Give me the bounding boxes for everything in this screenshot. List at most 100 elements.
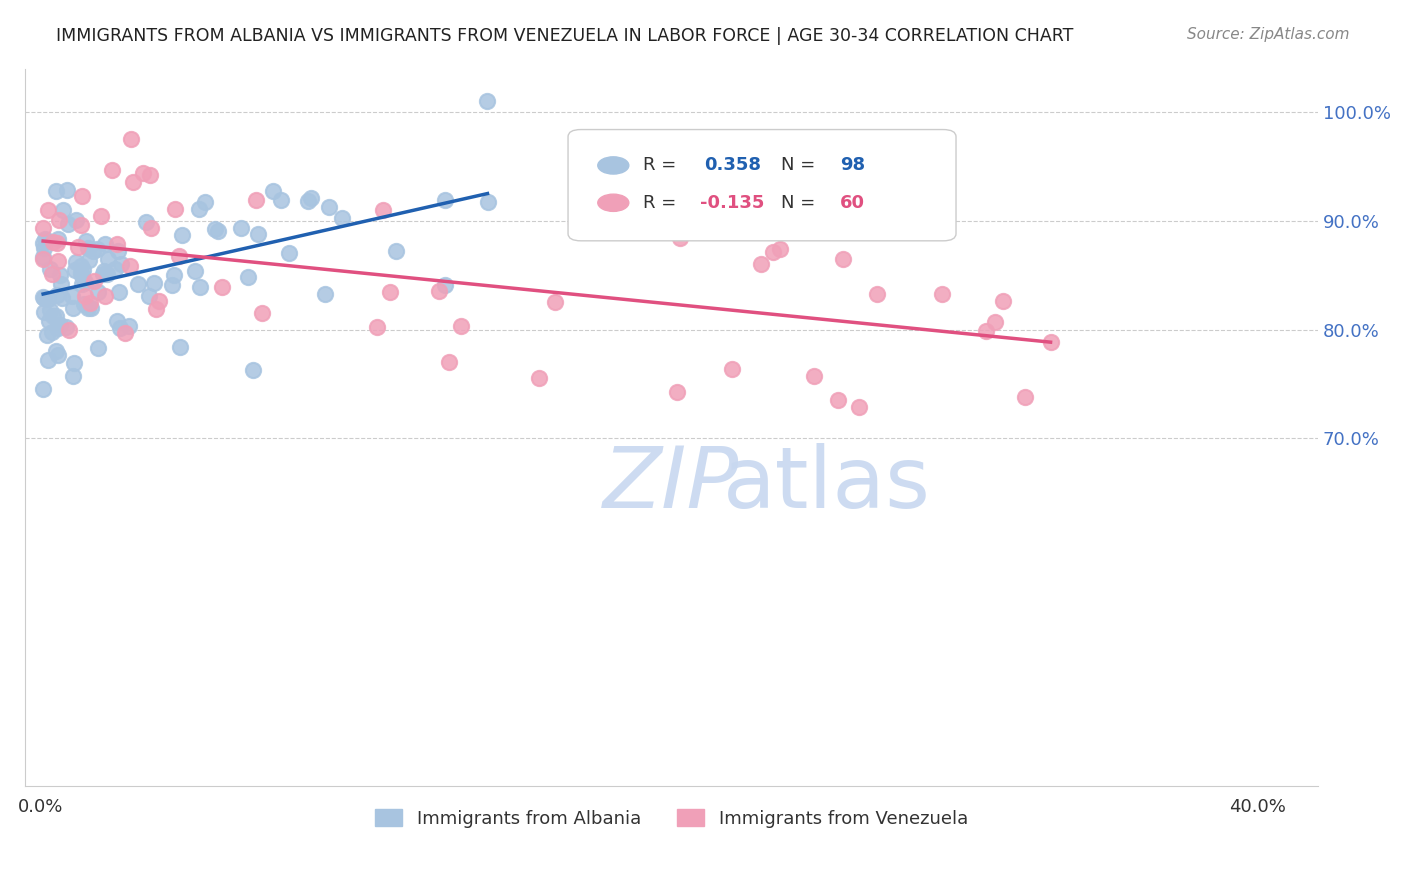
Point: [848, 401, 870, 415]
Point: [72, 262, 94, 277]
Point: [238, 269, 260, 284]
Point: [51, 277, 73, 291]
Point: [242, 363, 264, 377]
Point: [245, 193, 267, 207]
Point: [107, 285, 129, 300]
Point: [79, 295, 101, 310]
Point: [138, 289, 160, 303]
Point: [330, 211, 353, 225]
Point: [378, 285, 401, 300]
Point: [122, 175, 145, 189]
Point: [45, 344, 67, 359]
Point: [118, 319, 141, 334]
Point: [73, 276, 96, 290]
Point: [721, 362, 744, 376]
Point: [96, 267, 118, 281]
Point: [831, 252, 853, 266]
Point: [83, 274, 105, 288]
Point: [37, 202, 59, 217]
Point: [45, 288, 67, 302]
Point: [110, 257, 132, 271]
Point: [37, 292, 59, 306]
Point: [58, 322, 80, 336]
Point: [70, 269, 93, 284]
Point: [172, 227, 194, 242]
Point: [91, 267, 114, 281]
Text: atlas: atlas: [723, 443, 931, 526]
Point: [37, 352, 59, 367]
Point: [270, 194, 292, 208]
Point: [46, 348, 69, 362]
Point: [318, 200, 340, 214]
Point: [1039, 335, 1062, 350]
Point: [34, 234, 56, 248]
Point: [38, 314, 60, 328]
Point: [70, 277, 93, 292]
Point: [39, 261, 62, 276]
Point: [105, 314, 128, 328]
Point: [97, 252, 120, 267]
Point: [450, 318, 472, 333]
Point: [77, 252, 100, 267]
Point: [70, 189, 93, 203]
Point: [32, 305, 55, 319]
Point: [993, 294, 1015, 309]
Point: [49, 268, 72, 283]
Point: [163, 268, 186, 283]
Point: [167, 249, 190, 263]
Point: [564, 216, 586, 230]
Text: 0.358: 0.358: [704, 156, 761, 175]
Point: [437, 355, 460, 369]
Point: [55, 184, 77, 198]
Point: [194, 194, 217, 209]
Point: [108, 321, 131, 335]
Text: Source: ZipAtlas.com: Source: ZipAtlas.com: [1187, 27, 1350, 42]
Point: [48, 212, 70, 227]
Point: [34, 291, 56, 305]
Point: [207, 224, 229, 238]
Point: [41, 325, 63, 339]
Point: [475, 94, 498, 108]
Point: [52, 202, 75, 217]
Point: [69, 266, 91, 280]
Point: [65, 254, 87, 268]
Point: [630, 217, 652, 231]
Point: [45, 235, 67, 250]
Point: [93, 263, 115, 277]
Point: [127, 277, 149, 291]
Point: [77, 301, 100, 315]
Point: [427, 285, 450, 299]
Point: [60, 289, 83, 303]
Point: [73, 289, 96, 303]
Point: [62, 369, 84, 384]
Point: [160, 278, 183, 293]
Point: [931, 287, 953, 301]
Point: [665, 385, 688, 400]
Text: R =: R =: [643, 156, 682, 175]
Point: [762, 245, 785, 260]
Point: [434, 277, 457, 292]
Point: [751, 257, 773, 271]
Point: [141, 220, 163, 235]
Point: [477, 195, 499, 210]
Point: [148, 294, 170, 309]
Point: [90, 209, 112, 223]
Point: [187, 202, 209, 216]
Point: [87, 285, 110, 299]
Point: [827, 392, 849, 407]
Point: [165, 202, 187, 217]
Legend: Immigrants from Albania, Immigrants from Venezuela: Immigrants from Albania, Immigrants from…: [368, 802, 974, 835]
Point: [42, 235, 65, 249]
Point: [107, 244, 129, 258]
Point: [55, 320, 77, 334]
Point: [866, 287, 889, 301]
Point: [211, 280, 233, 294]
Point: [974, 324, 997, 338]
Point: [62, 301, 84, 316]
Point: [46, 253, 69, 268]
Point: [39, 302, 62, 317]
Point: [297, 194, 319, 208]
Point: [105, 236, 128, 251]
Point: [100, 162, 122, 177]
Point: [94, 236, 117, 251]
